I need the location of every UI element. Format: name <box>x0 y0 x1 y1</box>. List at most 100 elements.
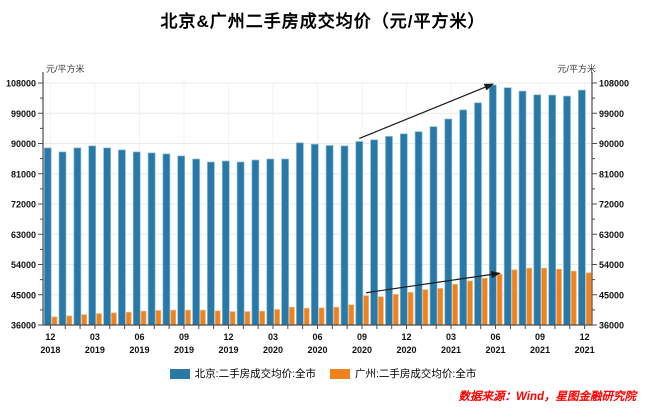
bar-beijing <box>488 84 497 326</box>
bar-guangzhou <box>318 307 325 326</box>
x-tick-label-year: 2021 <box>575 345 595 355</box>
bar-guangzhou <box>348 304 355 326</box>
bar-guangzhou <box>556 268 562 326</box>
bar-guangzhou <box>526 267 533 326</box>
legend: 北京:二手房成交均价:全市 广州:二手房成交均价:全市 <box>0 366 646 381</box>
bar-guangzhou <box>363 295 369 326</box>
bar-guangzhou <box>422 289 429 326</box>
bar-guangzhou <box>229 311 236 326</box>
legend-swatch <box>169 368 190 379</box>
bar-guangzhou <box>170 309 177 326</box>
x-tick-label-month: 06 <box>312 332 322 342</box>
bar-beijing <box>88 145 97 326</box>
price-bar-chart: 36000 36000 45000 45000 54000 54000 63000 63000… <box>6 72 629 355</box>
bar-beijing <box>296 142 304 326</box>
trend-arrow <box>359 83 494 140</box>
bar-guangzhou <box>392 294 399 326</box>
x-tick-label-month: 12 <box>223 332 233 342</box>
chart-title: 北京&广州二手房成交均价（元/平方米） <box>160 12 486 31</box>
y-tick-label-left: 54000 <box>11 260 36 270</box>
bar-guangzhou <box>407 292 414 326</box>
bar-guangzhou <box>541 267 547 326</box>
bar-beijing <box>563 95 571 326</box>
x-tick-label-month: 09 <box>357 332 367 342</box>
x-tick-label-year: 2020 <box>352 345 372 355</box>
bar-guangzhou <box>96 313 102 326</box>
bar-beijing <box>103 147 111 326</box>
bar-guangzhou <box>452 283 458 326</box>
bar-guangzhou <box>259 310 266 326</box>
bar-guangzhou <box>81 314 88 326</box>
bar-beijing <box>518 90 527 326</box>
bar-beijing <box>325 145 334 326</box>
x-tick-label-year: 2019 <box>218 345 238 355</box>
bar-beijing <box>414 131 423 326</box>
y-tick-label-right: 45000 <box>599 290 624 300</box>
x-tick-label-year: 2021 <box>441 345 461 355</box>
bar-beijing <box>118 149 126 326</box>
bar-beijing <box>236 161 245 326</box>
y-tick-label-left: 63000 <box>11 230 36 240</box>
trend-arrow <box>366 270 501 294</box>
legend-item: 北京:二手房成交均价:全市 <box>169 366 316 381</box>
bar-beijing <box>310 143 319 326</box>
bar-beijing <box>385 136 393 326</box>
y-axis-unit-left: 元/平方米 <box>46 64 85 74</box>
y-tick-label-left: 45000 <box>11 290 36 300</box>
bar-beijing <box>399 133 408 326</box>
x-tick-label-month: 12 <box>580 332 590 342</box>
bar-guangzhou <box>570 270 577 326</box>
bar-beijing <box>73 147 82 326</box>
x-tick-label-month: 03 <box>446 332 456 342</box>
y-tick-label-right: 63000 <box>599 230 624 240</box>
bar-beijing <box>162 153 171 326</box>
bar-guangzhou <box>51 316 58 326</box>
legend-item: 广州:二手房成交均价:全市 <box>330 366 476 381</box>
bar-guangzhou <box>111 312 117 326</box>
bar-guangzhou <box>481 277 488 326</box>
y-tick-label-right: 54000 <box>599 260 624 270</box>
y-tick-label-right: 108000 <box>599 79 629 89</box>
bar-beijing <box>43 147 52 326</box>
legend-label: 广州:二手房成交均价:全市 <box>355 368 477 380</box>
bar-beijing <box>132 151 141 326</box>
x-tick-label-month: 03 <box>90 332 100 342</box>
bar-beijing <box>58 151 67 326</box>
bar-guangzhou <box>511 269 518 326</box>
x-tick-label-year: 2019 <box>174 345 194 355</box>
bar-beijing <box>474 102 482 326</box>
bar-guangzhou <box>333 306 340 326</box>
bar-guangzhou <box>155 310 162 326</box>
bar-guangzhou <box>140 310 147 326</box>
x-tick-label-year: 2019 <box>85 345 105 355</box>
x-tick-label-year: 2019 <box>129 345 149 355</box>
bar-guangzhou <box>467 280 473 326</box>
bar-guangzhou <box>214 310 221 326</box>
bar-beijing <box>281 158 289 326</box>
bar-guangzhou <box>125 311 132 326</box>
bar-beijing <box>548 94 557 326</box>
y-tick-label-left: 90000 <box>11 139 36 149</box>
bar-beijing <box>340 145 349 326</box>
x-tick-label-month: 09 <box>179 332 189 342</box>
bar-guangzhou <box>585 272 592 326</box>
x-tick-label-year: 2021 <box>486 345 506 355</box>
x-tick-label-month: 12 <box>45 332 55 342</box>
data-source-note: 数据来源：Wind，星图金融研究院 <box>458 391 637 403</box>
bar-guangzhou <box>496 273 503 326</box>
y-tick-label-right: 81000 <box>599 169 624 179</box>
bar-guangzhou <box>244 311 251 326</box>
bar-beijing <box>266 158 275 326</box>
y-tick-label-right: 72000 <box>599 200 624 210</box>
bar-guangzhou <box>200 309 206 326</box>
x-tick-label-month: 06 <box>491 332 501 342</box>
bar-beijing <box>444 118 453 326</box>
legend-swatch <box>330 368 350 379</box>
x-tick-label-month: 06 <box>134 332 144 342</box>
x-tick-label-year: 2021 <box>530 345 550 355</box>
bar-beijing <box>355 141 364 326</box>
x-tick-label-year: 2020 <box>307 345 327 355</box>
bar-guangzhou <box>185 309 191 326</box>
y-tick-label-right: 99000 <box>599 109 624 119</box>
y-tick-label-left: 72000 <box>11 200 36 210</box>
